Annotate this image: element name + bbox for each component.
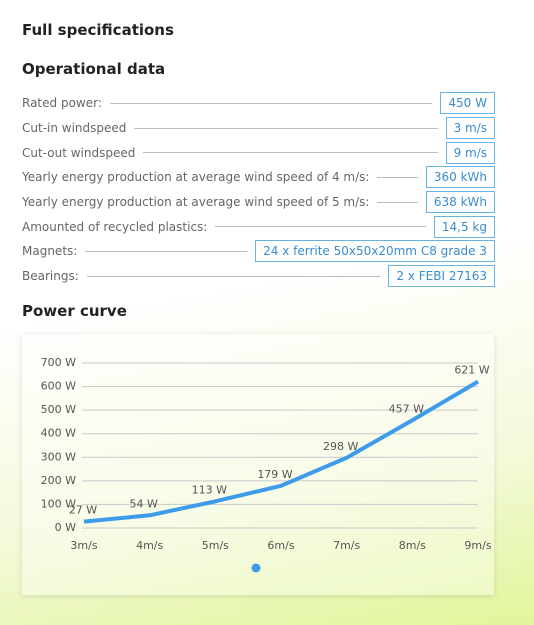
spec-value: 2 x FEBI 27163: [388, 265, 495, 288]
page-title: Full specifications: [22, 21, 174, 39]
x-tick-label: 5m/s: [202, 539, 229, 552]
leader-line: [109, 102, 433, 104]
spec-label: Cut-out windspeed: [22, 145, 136, 160]
spec-label: Amounted of recycled plastics:: [22, 219, 208, 234]
y-tick-label: 500 W: [41, 403, 76, 416]
spec-row: Yearly energy production at average wind…: [22, 165, 495, 190]
spec-value: 360 kWh: [425, 166, 495, 189]
chart-card: 0 W 100 W 200 W 300 W 400 W 500 W 600 W 700 W 3m…: [22, 334, 494, 595]
leader-line: [377, 176, 418, 178]
data-label: 621 W: [454, 364, 489, 377]
spec-label: Bearings:: [22, 269, 79, 284]
spec-row: Amounted of recycled plastics: 14,5 kg: [22, 214, 495, 239]
spec-value: 638 kWh: [425, 191, 495, 214]
leader-line: [134, 127, 438, 129]
data-label: 54 W: [129, 497, 157, 510]
x-tick-label: 3m/s: [70, 539, 97, 552]
y-tick-label: 300 W: [41, 450, 76, 463]
chart: 0 W 100 W 200 W 300 W 400 W 500 W 600 W 700 W 3m…: [41, 356, 492, 573]
line: [83, 379, 480, 524]
data-label: 179 W: [257, 468, 292, 481]
spec-value: 9 m/s: [445, 141, 495, 164]
leader-line: [143, 152, 438, 154]
spec-label: Yearly energy production at average wind…: [22, 195, 370, 210]
data-label: 457 W: [389, 402, 424, 415]
y-tick-label: 200 W: [41, 474, 76, 487]
spec-value: 450 W: [440, 92, 495, 115]
section-title: Operational data: [22, 60, 166, 78]
x-tick-label: 9m/s: [464, 539, 491, 552]
spec-row: Cut-out windspeed 9 m/s: [22, 140, 495, 165]
data-label: 27 W: [69, 504, 97, 517]
spec-row: Cut-in windspeed 3 m/s: [22, 116, 495, 141]
spec-list: Rated power: 450 W Cut-in windspeed 3 m/s Cu…: [22, 91, 495, 289]
leader-line: [86, 275, 381, 277]
x-tick-label: 7m/s: [333, 539, 360, 552]
spec-label: Magnets:: [22, 244, 78, 259]
x-tick-label: 8m/s: [399, 539, 426, 552]
spec-row: Yearly energy production at average wind…: [22, 190, 495, 215]
y-tick-label: 700 W: [41, 356, 76, 369]
spec-label: Yearly energy production at average wind…: [22, 170, 370, 185]
data-label: 113 W: [192, 483, 227, 496]
spec-row: Magnets: 24 x ferrite 50x50x20mm C8 grade…: [22, 239, 495, 264]
y-tick-label: 600 W: [41, 380, 76, 393]
y-tick-label: 0 W: [55, 521, 76, 534]
spec-value: 3 m/s: [445, 117, 495, 140]
spec-label: Cut-in windspeed: [22, 121, 127, 136]
spec-value: 14,5 kg: [433, 215, 495, 238]
leader-line: [215, 226, 426, 228]
y-tick-label: 400 W: [41, 427, 76, 440]
spec-value: 24 x ferrite 50x50x20mm C8 grade 3: [255, 240, 495, 263]
spec-row: Rated power: 450 W: [22, 91, 495, 116]
spec-label: Rated power:: [22, 96, 102, 111]
leader-line: [377, 201, 418, 203]
data-label: 298 W: [323, 440, 358, 453]
chart-title: Power curve: [22, 302, 127, 320]
x-tick-label: 6m/s: [267, 539, 294, 552]
leader-line: [85, 250, 248, 252]
legend-marker: [251, 563, 261, 573]
x-tick-label: 4m/s: [136, 539, 163, 552]
spec-row: Bearings: 2 x FEBI 27163: [22, 264, 495, 289]
y-tick-label: 100 W: [41, 497, 76, 510]
